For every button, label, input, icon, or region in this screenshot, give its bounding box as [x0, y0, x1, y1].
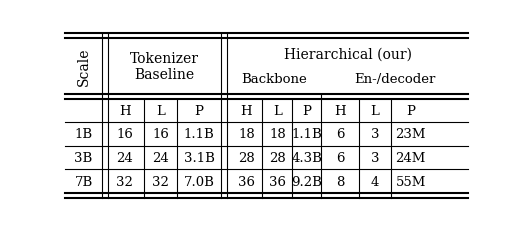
Text: 4: 4	[371, 175, 379, 188]
Text: 16: 16	[152, 128, 169, 141]
Text: Backbone: Backbone	[241, 72, 307, 85]
Text: 1B: 1B	[74, 128, 93, 141]
Text: 7.0B: 7.0B	[184, 175, 215, 188]
Text: P: P	[194, 105, 204, 118]
Text: 24: 24	[116, 151, 133, 164]
Text: 28: 28	[238, 151, 255, 164]
Text: P: P	[406, 105, 415, 118]
Text: 6: 6	[336, 151, 344, 164]
Text: L: L	[370, 105, 380, 118]
Text: 36: 36	[238, 175, 255, 188]
Text: 18: 18	[269, 128, 286, 141]
Text: P: P	[302, 105, 311, 118]
Text: 28: 28	[269, 151, 286, 164]
Text: H: H	[119, 105, 131, 118]
Text: 32: 32	[152, 175, 169, 188]
Text: 55M: 55M	[396, 175, 426, 188]
Text: 3.1B: 3.1B	[184, 151, 215, 164]
Text: H: H	[241, 105, 252, 118]
Text: 8: 8	[336, 175, 344, 188]
Text: Scale: Scale	[76, 47, 90, 86]
Text: 1.1B: 1.1B	[184, 128, 215, 141]
Text: 4.3B: 4.3B	[291, 151, 322, 164]
Text: 3: 3	[371, 128, 379, 141]
Text: En-/decoder: En-/decoder	[354, 72, 435, 85]
Text: 1.1B: 1.1B	[291, 128, 322, 141]
Text: Tokenizer
Baseline: Tokenizer Baseline	[130, 52, 199, 81]
Text: 6: 6	[336, 128, 344, 141]
Text: 24M: 24M	[396, 151, 426, 164]
Text: 3B: 3B	[74, 151, 93, 164]
Text: 9.2B: 9.2B	[291, 175, 322, 188]
Text: L: L	[273, 105, 282, 118]
Text: L: L	[156, 105, 165, 118]
Text: 16: 16	[116, 128, 133, 141]
Text: Hierarchical (our): Hierarchical (our)	[283, 47, 411, 61]
Text: 3: 3	[371, 151, 379, 164]
Text: H: H	[334, 105, 346, 118]
Text: 7B: 7B	[74, 175, 93, 188]
Text: 18: 18	[238, 128, 255, 141]
Text: 24: 24	[152, 151, 169, 164]
Text: 23M: 23M	[396, 128, 426, 141]
Text: 36: 36	[269, 175, 286, 188]
Text: 32: 32	[116, 175, 133, 188]
